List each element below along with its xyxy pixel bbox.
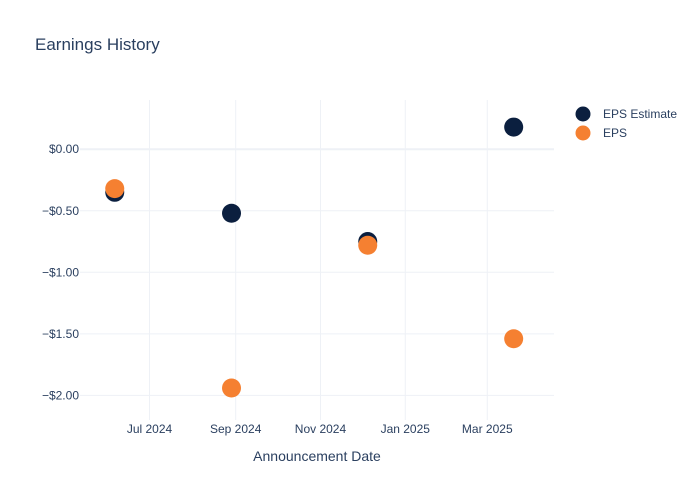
chart-title: Earnings History [35,35,160,54]
legend-label[interactable]: EPS Estimate [603,107,677,121]
legend: EPS Estimate EPS [575,106,677,141]
x-axis-title: Announcement Date [253,448,381,464]
data-points [105,117,524,398]
eps-point[interactable] [222,378,242,398]
x-axis-ticks: Jul 2024 Sep 2024 Nov 2024 Jan 2025 Mar 2025 [127,422,513,436]
x-tick-label: Nov 2024 [295,422,347,436]
y-tick-label: −$0.50 [42,204,79,218]
y-tick-label: −$1.50 [42,327,79,341]
y-tick-label: −$2.00 [42,388,79,402]
x-tick-label: Jan 2025 [381,422,431,436]
eps-point[interactable] [105,179,125,199]
legend-marker [575,106,591,122]
x-tick-label: Mar 2025 [462,422,513,436]
x-tick-label: Jul 2024 [127,422,173,436]
eps-estimate-point[interactable] [504,117,524,137]
eps-point[interactable] [504,329,524,349]
legend-marker [575,125,591,141]
y-tick-label: $0.00 [49,142,79,156]
grid [80,100,554,420]
y-axis-ticks: $0.00 −$0.50 −$1.00 −$1.50 −$2.00 [42,142,79,402]
eps-point[interactable] [358,235,378,255]
y-tick-label: −$1.00 [42,265,79,279]
x-tick-label: Sep 2024 [210,422,262,436]
eps-estimate-point[interactable] [222,203,242,223]
legend-label[interactable]: EPS [603,126,627,140]
